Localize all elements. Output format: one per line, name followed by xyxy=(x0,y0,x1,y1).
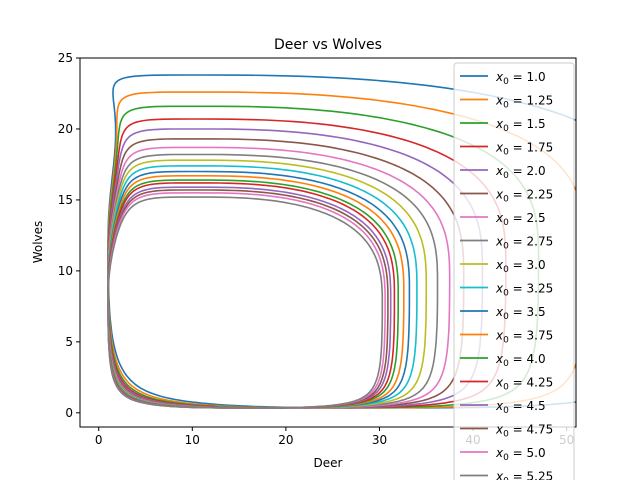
legend-label: x0 = 4.0 xyxy=(495,352,546,369)
y-tick-label: 20 xyxy=(58,122,73,136)
x-tick-label: 10 xyxy=(185,433,200,447)
legend-label: x0 = 1.0 xyxy=(495,70,546,87)
series-layer xyxy=(107,74,576,409)
chart-title: Deer vs Wolves xyxy=(274,37,382,53)
legend-label: x0 = 3.75 xyxy=(495,329,553,346)
series-orbit xyxy=(107,138,465,409)
legend-label: x0 = 1.5 xyxy=(495,117,546,134)
y-axis-ticks: 0 5 10 15 20 25 xyxy=(58,51,80,420)
series-orbit xyxy=(107,165,418,409)
legend-label: x0 = 2.25 xyxy=(495,188,553,205)
legend-label: x0 = 4.75 xyxy=(495,423,553,440)
plot-frame xyxy=(79,57,577,428)
series-orbit xyxy=(107,191,386,409)
series-orbit xyxy=(107,196,384,409)
legend-label: x0 = 3.0 xyxy=(495,258,546,275)
legend-label: x0 = 1.75 xyxy=(495,141,553,158)
x-tick-label: 20 xyxy=(278,433,293,447)
y-tick-label: 5 xyxy=(65,335,73,349)
legend-box xyxy=(453,62,575,480)
y-tick-label: 15 xyxy=(58,193,73,207)
legend-label: x0 = 4.25 xyxy=(495,376,553,393)
series-orbit xyxy=(107,170,411,409)
series-orbit xyxy=(107,175,405,409)
legend: x0 = 1.0 x0 = 1.25 x0 = 1.5 x0 = 1.75 x0 = 2… xyxy=(453,62,575,480)
series-orbit xyxy=(107,189,389,409)
y-tick-label: 25 xyxy=(58,51,73,65)
series-orbit xyxy=(107,182,396,409)
x-tick-label: 30 xyxy=(372,433,387,447)
legend-label: x0 = 5.25 xyxy=(495,470,553,480)
x-tick-label: 0 xyxy=(95,433,103,447)
series-orbit xyxy=(107,179,400,409)
x-axis-label: Deer xyxy=(314,456,343,470)
y-tick-label: 0 xyxy=(65,406,73,420)
legend-label: x0 = 5.0 xyxy=(495,446,546,463)
legend-label: x0 = 3.5 xyxy=(495,305,546,322)
legend-label: x0 = 2.0 xyxy=(495,164,546,181)
legend-label: x0 = 1.25 xyxy=(495,94,553,111)
legend-label: x0 = 2.5 xyxy=(495,211,546,228)
y-axis-label: Wolves xyxy=(31,221,45,264)
y-tick-label: 10 xyxy=(58,264,73,278)
legend-label: x0 = 3.25 xyxy=(495,282,553,299)
legend-label: x0 = 2.75 xyxy=(495,235,553,252)
series-orbit xyxy=(107,118,507,409)
legend-label: x0 = 4.5 xyxy=(495,399,546,416)
